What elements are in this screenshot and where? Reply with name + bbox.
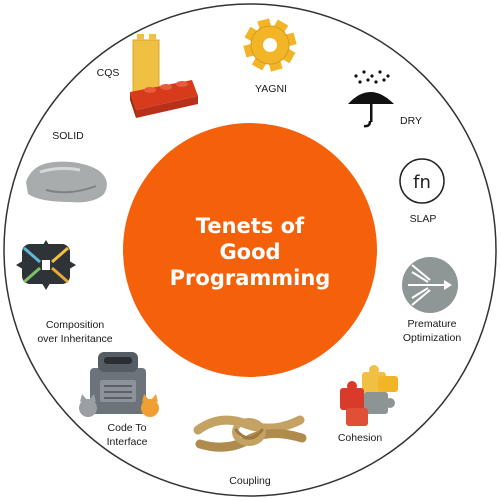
dry-label: DRY [400,115,422,127]
coupling-label: Coupling [229,475,271,487]
cohesion-label: Cohesion [338,432,383,444]
composition-arrows-icon [16,240,76,290]
premature-label-line-1: Premature [407,318,456,330]
puzzle-pieces-icon [340,365,398,426]
gear-icon [243,18,297,72]
robot-cats-icon [79,352,159,417]
code-to-interface-label-line-1: Code To [108,422,147,434]
fn-icon: fn [399,158,445,204]
svg-text:fn: fn [413,172,431,193]
center-title-line-2: Good [219,240,280,264]
solid-label: SOLID [52,130,84,142]
premature-label-line-2: Optimization [403,332,462,344]
code-to-interface-label-line-2: Interface [107,436,148,448]
composition-label-line-2: over Inheritance [37,333,112,345]
center-title-line-1: Tenets of [196,214,305,238]
yagni-label: YAGNI [255,83,287,95]
umbrella-rain-icon [348,70,394,128]
cqs-label: CQS [97,67,120,79]
rock-icon [26,161,107,203]
rope-knot-icon [193,415,307,452]
lego-bricks-icon [130,34,198,118]
branching-arrows-icon [402,257,458,313]
slap-label: SLAP [410,213,437,225]
center-circle [123,123,377,377]
center-title-line-3: Programming [170,266,331,290]
composition-label-line-1: Composition [46,319,105,331]
